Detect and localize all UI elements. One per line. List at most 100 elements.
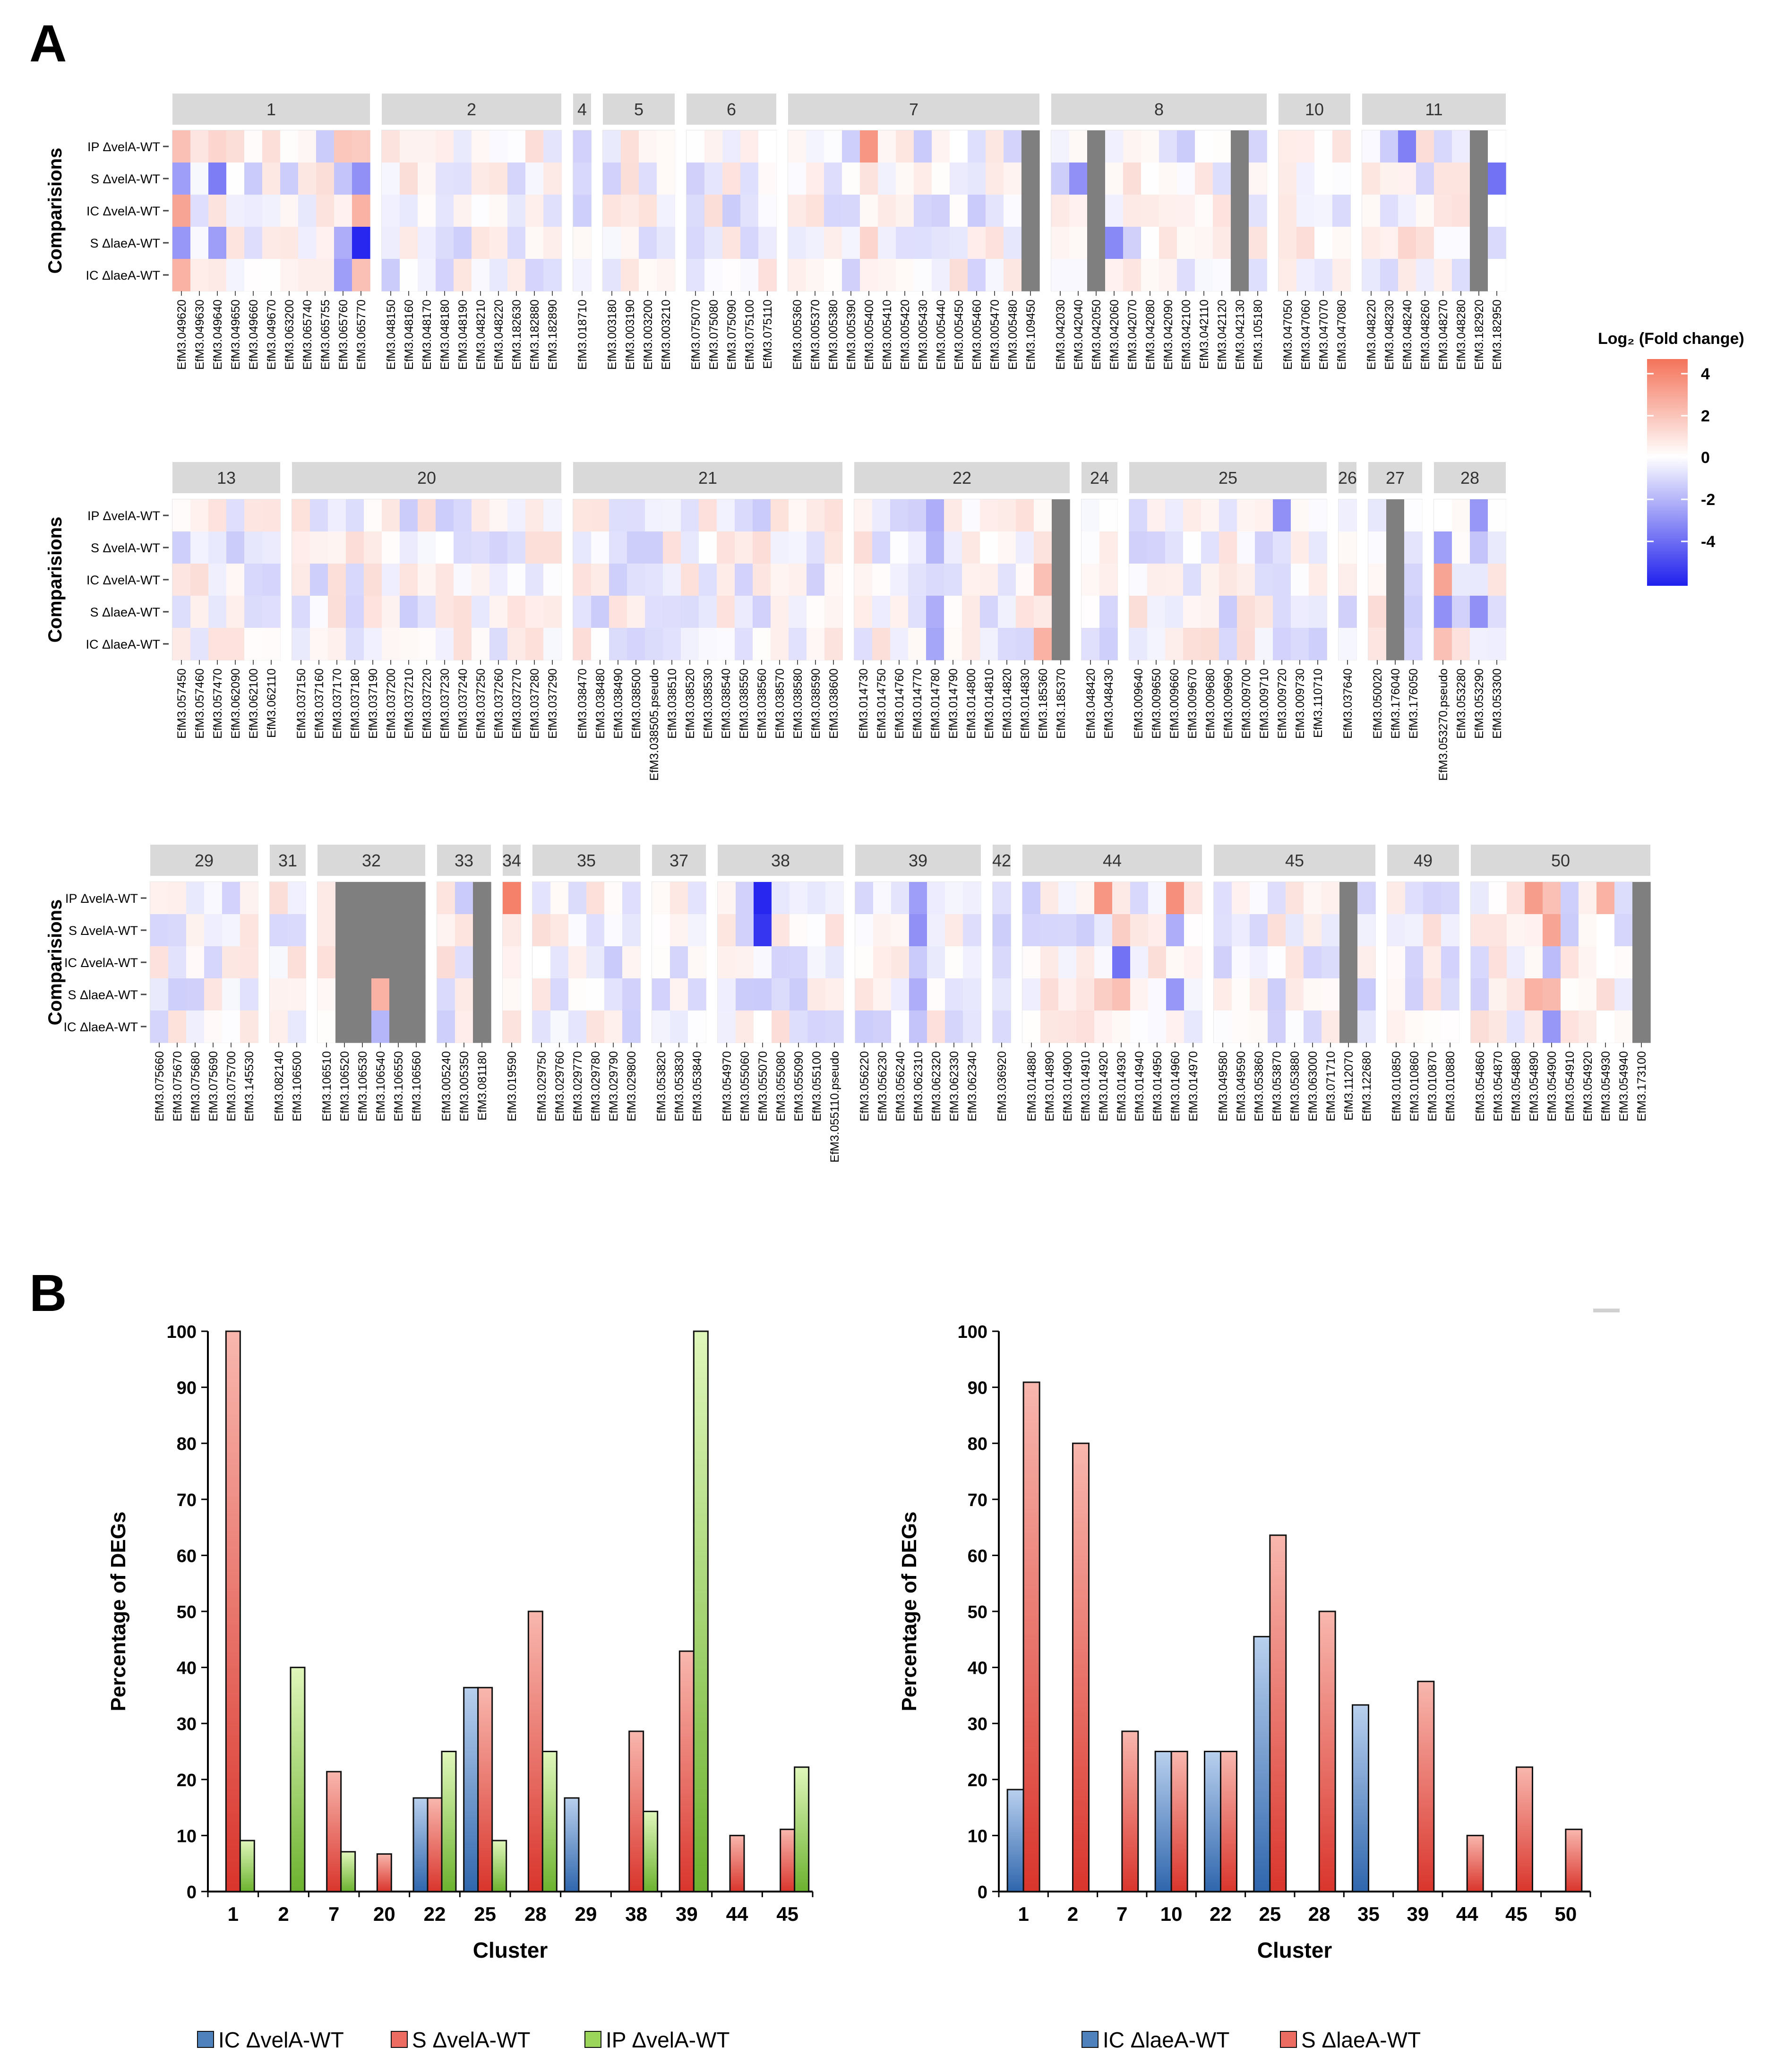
heatmap-cell [891,882,910,915]
heatmap-cell [1034,531,1052,564]
gene-label: EfM3.049580 [1217,1051,1230,1122]
heatmap-cell [1279,227,1297,259]
heatmap-cell [688,946,706,979]
gene-label: EfM3.053300 [1491,668,1504,739]
heatmap-cell [789,531,807,564]
heatmap-cell [1184,978,1202,1011]
heatmap-cell [789,564,807,596]
heatmap-cell [908,596,927,628]
cluster-strip [718,845,843,876]
x-tick-label: 25 [1259,1903,1281,1925]
heatmap-cell [503,882,521,915]
heatmap-cell [1034,596,1052,628]
heatmap-cell [1488,564,1506,596]
heatmap-cell [807,946,826,979]
heatmap-cell [400,259,418,291]
heatmap-row-label: IC ΔlaeA-WT [63,1020,138,1034]
gene-label: EfM3.056240 [894,1051,907,1122]
gene-label: EfM3.037210 [403,668,416,739]
gene-label: EfM3.075660 [153,1051,166,1122]
cluster-label: 42 [992,851,1011,870]
gene-label: EfM3.014770 [911,668,924,739]
gene-label: EfM3.010850 [1390,1051,1403,1122]
x-tick-label: 10 [1160,1903,1183,1925]
heatmap-cell [208,130,227,163]
heatmap-cell [586,978,605,1011]
gene-label: EfM3.005470 [988,300,1002,370]
gene-label: EfM3.055080 [774,1051,788,1122]
heatmap-cell [1237,531,1255,564]
legend-swatch-s [391,2031,408,2048]
bar-ip [643,1810,659,1892]
heatmap-cell [806,195,824,227]
heatmap-cell [389,914,408,947]
heatmap-cell [1488,259,1506,291]
gene-label: EfM3.062310 [912,1051,925,1122]
heatmap-cell [186,882,205,915]
heatmap-cell [878,195,896,227]
heatmap-cell [1332,195,1351,227]
heatmap-cell [1141,130,1159,163]
heatmap-cell [1165,531,1184,564]
heatmap-cell [670,1010,688,1043]
heatmap-cell [150,978,169,1011]
heatmap-cell [758,259,777,291]
heatmap-cell [353,1010,372,1043]
heatmap-cell [1332,130,1351,163]
gene-label: EfM3.082140 [273,1051,286,1122]
x-tick-label: 35 [1357,1903,1380,1925]
gene-label: EfM3.071710 [1324,1051,1338,1122]
gene-label: EfM3.106530 [356,1051,369,1122]
heatmap-cell [944,596,962,628]
heatmap-cell [418,596,436,628]
heatmap-cell [573,628,592,660]
gene-label: EfM3.055100 [810,1051,824,1122]
heatmap-cell [1291,596,1309,628]
heatmap-cell [1058,882,1077,915]
cluster-strip [1022,845,1202,876]
heatmap-cell [1322,882,1340,915]
heatmap-cell [1123,259,1141,291]
heatmap-cell [543,195,562,227]
heatmap-cell [204,882,223,915]
heatmap-cell [1166,882,1184,915]
heatmap-cell [1314,163,1333,195]
cluster-label: 44 [1103,851,1122,870]
heatmap-cell [150,914,169,947]
heatmap-cell [1452,531,1470,564]
heatmap-cell [699,628,717,660]
heatmap-cell [1148,1010,1167,1043]
heatmap-cell [591,596,609,628]
heatmap-cell [1614,914,1633,947]
heatmap-cell [1362,130,1381,163]
heatmap-cell [400,499,418,532]
gene-label: EfM3.054920 [1581,1051,1595,1122]
heatmap-cell [807,499,825,532]
heatmap-cell [968,130,986,163]
heatmap-cell [244,195,263,227]
heatmap-cell [1309,628,1327,660]
heatmap-cell [872,596,891,628]
gene-label: EfM3.054900 [1545,1051,1559,1122]
bar-ic [1204,1751,1221,1892]
legend-tick-label: 0 [1701,449,1710,467]
heatmap-cell [963,946,981,979]
heatmap-cell [993,1010,1011,1043]
heatmap-cell [328,564,346,596]
heatmap-cell [1296,195,1315,227]
heatmap-cell [226,596,245,628]
heatmap-cell [1159,259,1177,291]
heatmap-cell [1416,163,1434,195]
heatmap-cell [371,914,390,947]
heatmap-cell [1268,946,1286,979]
heatmap-cell [1488,130,1506,163]
heatmap-cell [270,882,288,915]
heatmap-cell [962,628,980,660]
gene-label: EfM3.014790 [947,668,960,739]
cluster-label: 26 [1338,468,1357,488]
heatmap-cell [789,628,807,660]
heatmap-cell [270,978,288,1011]
gene-label: EfM3.056220 [858,1051,871,1122]
heatmap-cell [1273,531,1291,564]
